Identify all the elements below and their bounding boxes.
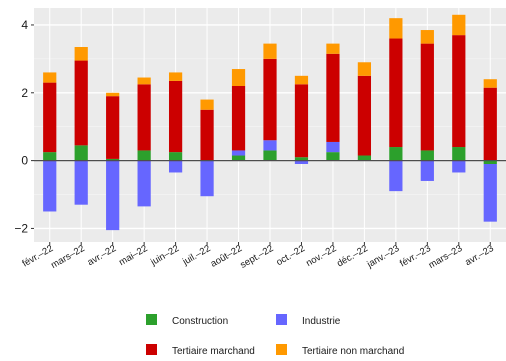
bar-tertiaire-non-marchand-2: [106, 92, 120, 97]
bar-construction-7: [263, 150, 277, 161]
x-tick-label: févr.–22: [20, 243, 55, 269]
x-tick-label: févr.–23: [398, 243, 433, 269]
bar-construction-3: [137, 150, 151, 161]
x-tick-label: mars–22: [49, 243, 87, 271]
bars-group: [43, 14, 497, 231]
bar-tertiaire-non-marchand-13: [452, 14, 466, 36]
x-tick-label: mai–22: [117, 243, 149, 268]
x-tick-label: avr.–22: [86, 243, 118, 268]
bar-tertiaire-non-marchand-12: [420, 30, 434, 44]
x-tick-label: janv.–23: [365, 243, 402, 271]
bar-construction-2: [106, 158, 120, 161]
x-tick-label: juin–22: [148, 243, 181, 268]
bar-industrie-12: [420, 160, 434, 181]
bar-industrie-3: [137, 160, 151, 207]
bar-tertiaire-marchand-11: [389, 38, 403, 148]
legend-label: Tertiaire non marchand: [302, 346, 404, 357]
bar-industrie-7: [263, 140, 277, 151]
x-tick-label: juil.–22: [180, 243, 212, 268]
legend: Construction Industrie Tertiaire marchand T…: [146, 314, 404, 357]
bar-tertiaire-marchand-13: [452, 35, 466, 148]
bar-industrie-11: [389, 160, 403, 192]
bar-tertiaire-marchand-5: [200, 109, 214, 161]
bar-tertiaire-marchand-10: [357, 75, 372, 156]
bar-tertiaire-marchand-14: [483, 87, 497, 161]
y-tick-label: 0: [21, 154, 28, 168]
bar-industrie-1: [74, 160, 88, 205]
bar-industrie-4: [168, 160, 183, 173]
x-tick-label: oct.–22: [274, 243, 306, 268]
bar-tertiaire-non-marchand-6: [231, 69, 246, 86]
bar-construction-9: [326, 152, 340, 161]
y-axis-ticks: −2 0 2 4: [14, 18, 34, 235]
bar-tertiaire-non-marchand-3: [137, 77, 151, 85]
bar-tertiaire-non-marchand-7: [263, 43, 277, 59]
x-tick-label: sept.–22: [238, 243, 275, 271]
bar-tertiaire-marchand-8: [294, 84, 309, 158]
legend-swatch-industrie: [276, 314, 287, 325]
bar-industrie-9: [326, 141, 340, 153]
legend-label: Construction: [172, 316, 228, 327]
bar-industrie-14: [483, 164, 497, 222]
x-tick-label: avr.–23: [463, 243, 495, 268]
bar-construction-12: [420, 150, 434, 161]
bar-industrie-13: [452, 160, 466, 173]
bar-tertiaire-non-marchand-1: [74, 47, 88, 61]
bar-construction-14: [483, 160, 497, 164]
bar-industrie-2: [106, 160, 120, 231]
bar-industrie-5: [200, 160, 214, 197]
bar-tertiaire-non-marchand-4: [168, 72, 183, 81]
bar-construction-8: [294, 157, 309, 161]
bar-industrie-8: [294, 160, 309, 164]
legend-swatch-tertiaire-non-marchand: [276, 344, 287, 355]
y-tick-label: 4: [21, 18, 28, 32]
legend-swatch-tertiaire-marchand: [146, 344, 157, 355]
bar-tertiaire-marchand-2: [106, 96, 120, 159]
x-tick-label: mars–23: [427, 243, 465, 271]
y-tick-label: −2: [14, 221, 28, 235]
bar-construction-13: [452, 147, 466, 161]
bar-construction-0: [43, 152, 57, 161]
legend-label: Tertiaire marchand: [172, 346, 255, 357]
bar-industrie-6: [231, 150, 246, 156]
bar-tertiaire-marchand-9: [326, 53, 340, 142]
bar-tertiaire-marchand-12: [420, 43, 434, 151]
bar-tertiaire-marchand-3: [137, 84, 151, 151]
legend-swatch-construction: [146, 314, 157, 325]
bar-industrie-0: [43, 160, 57, 212]
bar-tertiaire-marchand-1: [74, 60, 88, 146]
bar-tertiaire-marchand-0: [43, 82, 57, 153]
bar-construction-1: [74, 145, 88, 161]
bar-tertiaire-marchand-7: [263, 58, 277, 141]
bar-construction-4: [168, 152, 183, 161]
bar-tertiaire-marchand-6: [231, 86, 246, 151]
bar-tertiaire-non-marchand-14: [483, 79, 497, 88]
bar-tertiaire-non-marchand-5: [200, 99, 214, 110]
bar-construction-10: [357, 155, 372, 161]
bar-tertiaire-non-marchand-10: [357, 62, 372, 76]
legend-label: Industrie: [302, 316, 341, 327]
bar-tertiaire-non-marchand-11: [389, 18, 403, 39]
bar-tertiaire-non-marchand-8: [294, 75, 309, 85]
x-tick-label: nov.–22: [304, 243, 338, 269]
bar-tertiaire-non-marchand-0: [43, 72, 57, 83]
bar-tertiaire-marchand-4: [168, 80, 183, 153]
bar-tertiaire-non-marchand-9: [326, 43, 340, 54]
bar-construction-11: [389, 147, 403, 161]
x-tick-label: août–22: [209, 243, 244, 270]
y-tick-label: 2: [21, 86, 28, 100]
x-tick-label: déc.–22: [335, 243, 370, 269]
bar-construction-6: [231, 155, 246, 161]
